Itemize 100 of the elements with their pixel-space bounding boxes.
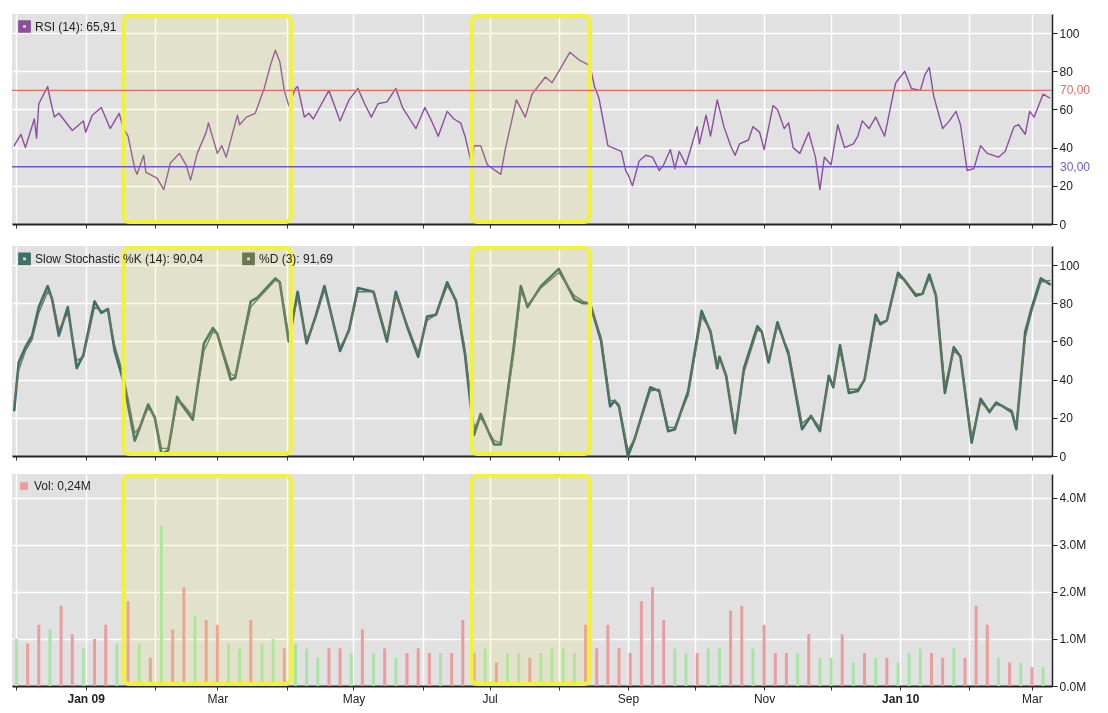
x-tick-label: May xyxy=(342,691,366,706)
bar xyxy=(26,643,30,686)
ref-line-label: 70,00 xyxy=(1060,83,1091,98)
bar xyxy=(929,653,933,686)
bar xyxy=(1008,662,1012,686)
bar xyxy=(293,643,297,686)
bar xyxy=(762,624,766,686)
x-tick-label: Nov xyxy=(753,691,776,706)
bar xyxy=(740,605,744,686)
bar xyxy=(684,653,688,686)
bar xyxy=(662,620,666,686)
bar xyxy=(405,653,409,686)
bar xyxy=(104,624,108,686)
line-series xyxy=(13,49,1051,191)
bar xyxy=(729,610,733,686)
bar xyxy=(896,662,900,686)
bar xyxy=(918,648,922,686)
bar xyxy=(282,648,286,686)
bar xyxy=(773,653,777,686)
x-tick-label: Mar xyxy=(207,691,229,706)
bar xyxy=(472,653,476,686)
bar xyxy=(941,657,945,686)
bar xyxy=(439,653,442,686)
y-tick-label: 60 xyxy=(1059,334,1074,349)
x-tick-label: Jan 09 xyxy=(67,691,106,706)
bar xyxy=(706,648,710,686)
bar xyxy=(717,648,721,686)
y-tick-label: 0 xyxy=(1059,217,1067,232)
x-tick-label: Jan 10 xyxy=(882,691,920,706)
bar xyxy=(327,648,331,686)
bar xyxy=(952,648,956,686)
bar xyxy=(37,624,41,686)
bar xyxy=(1019,662,1023,686)
bar xyxy=(695,653,699,686)
y-tick-label: 4.0M xyxy=(1059,491,1087,506)
y-tick-label: 0 xyxy=(1059,449,1067,464)
bar xyxy=(372,653,376,686)
bar xyxy=(617,648,621,686)
bar xyxy=(48,629,52,686)
bar xyxy=(639,601,643,686)
bar xyxy=(863,653,867,686)
bar xyxy=(606,624,610,686)
bar xyxy=(874,657,878,686)
bar xyxy=(394,657,398,686)
y-tick-label: 80 xyxy=(1059,296,1074,311)
y-tick-label: 2.0M xyxy=(1059,585,1087,600)
bar xyxy=(628,653,632,686)
y-tick-label: 0.0M xyxy=(1059,679,1087,694)
bar xyxy=(974,605,978,686)
bar xyxy=(427,653,431,686)
legend-label: Vol: 0,24M xyxy=(34,479,91,493)
y-tick-label: 100 xyxy=(1059,26,1080,41)
bar xyxy=(59,605,63,686)
bar xyxy=(885,657,889,686)
x-tick-label: Mar xyxy=(1022,691,1043,706)
bar xyxy=(93,638,97,686)
bar xyxy=(461,620,465,686)
bar xyxy=(673,648,677,686)
bar xyxy=(70,634,74,686)
y-tick-label: 100 xyxy=(1059,258,1080,273)
bar xyxy=(851,662,855,686)
y-tick-label: 40 xyxy=(1059,373,1074,388)
bar xyxy=(360,629,364,686)
y-tick-label: 20 xyxy=(1059,411,1074,426)
bar xyxy=(907,653,911,686)
bar xyxy=(651,587,655,686)
x-tick-label: Sep xyxy=(617,691,640,706)
x-tick-label: Jul xyxy=(482,691,498,706)
y-tick-label: 20 xyxy=(1059,179,1074,194)
y-tick-label: 3.0M xyxy=(1059,538,1087,553)
bar xyxy=(796,653,800,686)
bar xyxy=(784,653,788,686)
legend-label: RSI (14): 65,91 xyxy=(35,19,117,34)
y-tick-label: 60 xyxy=(1059,102,1074,117)
bar xyxy=(829,657,833,686)
y-tick-label: 40 xyxy=(1059,141,1074,156)
bar xyxy=(840,634,844,686)
y-tick-label: 80 xyxy=(1059,64,1074,79)
bar xyxy=(584,624,588,686)
bar xyxy=(450,653,454,686)
bar xyxy=(383,648,387,686)
bar xyxy=(1030,667,1034,686)
bar xyxy=(305,648,309,686)
bar xyxy=(807,634,811,686)
bar xyxy=(751,648,755,686)
bar xyxy=(14,638,18,686)
ref-line-label: 30,00 xyxy=(1060,159,1091,174)
bar xyxy=(595,648,599,686)
bar xyxy=(963,657,967,686)
bar xyxy=(338,648,342,686)
bar xyxy=(126,601,130,686)
bar xyxy=(818,657,822,686)
bar xyxy=(316,657,320,686)
bar xyxy=(416,648,420,686)
bar xyxy=(81,648,85,686)
bar xyxy=(1041,667,1045,686)
bar xyxy=(349,653,353,686)
bar xyxy=(985,624,989,686)
y-tick-label: 1.0M xyxy=(1059,632,1087,647)
bar xyxy=(996,657,1000,686)
